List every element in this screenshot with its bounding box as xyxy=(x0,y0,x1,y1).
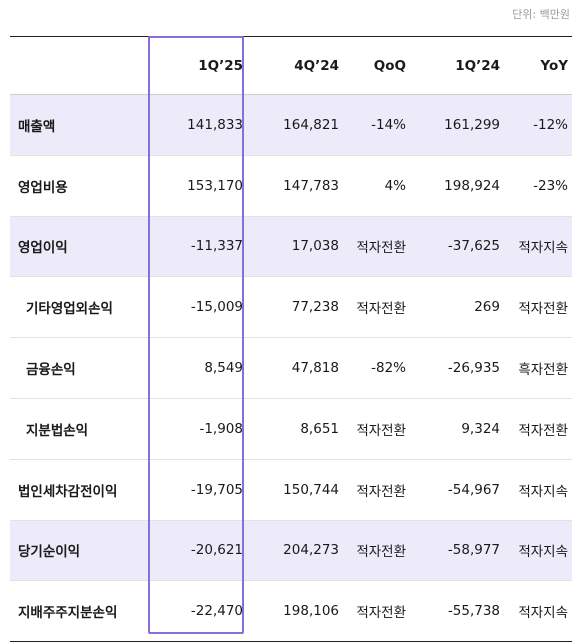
cell-qoq: -82% xyxy=(371,360,406,377)
cell-1q25: -20,621 xyxy=(190,542,243,559)
cell-yoy: 적자지속 xyxy=(518,544,568,561)
cell-4q24: 147,783 xyxy=(283,177,339,194)
cell-qoq: 적자전환 xyxy=(356,605,406,622)
row-label: 영업이익 xyxy=(18,240,68,257)
cell-1q25: -22,470 xyxy=(190,603,243,620)
cell-yoy: 적자전환 xyxy=(518,422,568,439)
cell-qoq: 적자전환 xyxy=(356,422,406,439)
cell-4q24: 164,821 xyxy=(283,116,339,133)
table-row: 법인세차감전이익 -19,705 150,744 적자전환 -54,967 적자… xyxy=(10,460,572,521)
cell-4q24: 150,744 xyxy=(283,481,339,498)
cell-4q24: 17,038 xyxy=(291,238,339,255)
financial-table: 1Q’25 4Q’24 QoQ 1Q’24 YoY 매출액 141,833 16… xyxy=(10,36,572,642)
table-row: 영업비용 153,170 147,783 4% 198,924 -23% xyxy=(10,156,572,217)
cell-qoq: 4% xyxy=(384,177,406,194)
cell-1q24: -58,977 xyxy=(447,542,500,559)
table-row: 금융손익 8,549 47,818 -82% -26,935 흑자전환 xyxy=(10,338,572,399)
table-row: 매출액 141,833 164,821 -14% 161,299 -12% xyxy=(10,95,572,156)
cell-yoy: -23% xyxy=(533,177,568,194)
cell-4q24: 204,273 xyxy=(283,542,339,559)
table-row: 기타영업외손익 -15,009 77,238 적자전환 269 적자전환 xyxy=(10,277,572,339)
cell-yoy: 적자지속 xyxy=(518,240,568,257)
cell-yoy: 적자지속 xyxy=(518,605,568,622)
cell-1q24: -37,625 xyxy=(447,238,500,255)
row-label: 기타영업외손익 xyxy=(26,301,113,318)
row-label: 매출액 xyxy=(18,118,56,135)
cell-4q24: 77,238 xyxy=(291,299,339,316)
cell-1q24: -26,935 xyxy=(447,360,500,377)
cell-1q24: 161,299 xyxy=(444,116,500,133)
header-4q24: 4Q’24 xyxy=(294,57,339,74)
header-1q24: 1Q’24 xyxy=(455,57,500,74)
cell-yoy: -12% xyxy=(533,116,568,133)
unit-note: 단위: 백만원 xyxy=(512,8,570,21)
table-row: 영업이익 -11,337 17,038 적자전환 -37,625 적자지속 xyxy=(10,216,572,278)
cell-1q24: -55,738 xyxy=(447,603,500,620)
cell-1q25: 153,170 xyxy=(187,177,243,194)
cell-4q24: 198,106 xyxy=(283,603,339,620)
table-row: 지배주주지분손익 -22,470 198,106 적자전환 -55,738 적자… xyxy=(10,581,572,642)
cell-yoy: 적자지속 xyxy=(518,483,568,500)
cell-yoy: 적자전환 xyxy=(518,301,568,318)
table-row: 지분법손익 -1,908 8,651 적자전환 9,324 적자전환 xyxy=(10,399,572,460)
cell-4q24: 47,818 xyxy=(291,360,339,377)
cell-1q24: 198,924 xyxy=(444,177,500,194)
row-label: 영업비용 xyxy=(18,179,68,196)
cell-qoq: 적자전환 xyxy=(356,483,406,500)
table-row: 당기순이익 -20,621 204,273 적자전환 -58,977 적자지속 xyxy=(10,520,572,582)
header-yoy: YoY xyxy=(540,57,568,74)
table-header: 1Q’25 4Q’24 QoQ 1Q’24 YoY xyxy=(10,37,572,95)
cell-1q24: 269 xyxy=(474,299,500,316)
cell-1q25: -19,705 xyxy=(190,481,243,498)
cell-1q25: -1,908 xyxy=(199,420,243,437)
row-label: 지배주주지분손익 xyxy=(18,605,118,622)
header-1q25: 1Q’25 xyxy=(198,57,243,74)
cell-1q25: 141,833 xyxy=(187,116,243,133)
cell-1q25: -15,009 xyxy=(190,299,243,316)
header-qoq: QoQ xyxy=(373,57,406,74)
cell-qoq: 적자전환 xyxy=(356,544,406,561)
row-label: 지분법손익 xyxy=(26,422,89,439)
row-label: 금융손익 xyxy=(26,362,76,379)
cell-1q25: 8,549 xyxy=(204,360,243,377)
cell-4q24: 8,651 xyxy=(300,420,339,437)
row-label: 법인세차감전이익 xyxy=(18,483,118,500)
cell-yoy: 흑자전환 xyxy=(518,362,568,379)
cell-qoq: 적자전환 xyxy=(356,240,406,257)
cell-1q24: -54,967 xyxy=(447,481,500,498)
cell-1q24: 9,324 xyxy=(461,420,500,437)
cell-qoq: 적자전환 xyxy=(356,301,406,318)
cell-1q25: -11,337 xyxy=(190,238,243,255)
cell-qoq: -14% xyxy=(371,116,406,133)
row-label: 당기순이익 xyxy=(18,544,81,561)
